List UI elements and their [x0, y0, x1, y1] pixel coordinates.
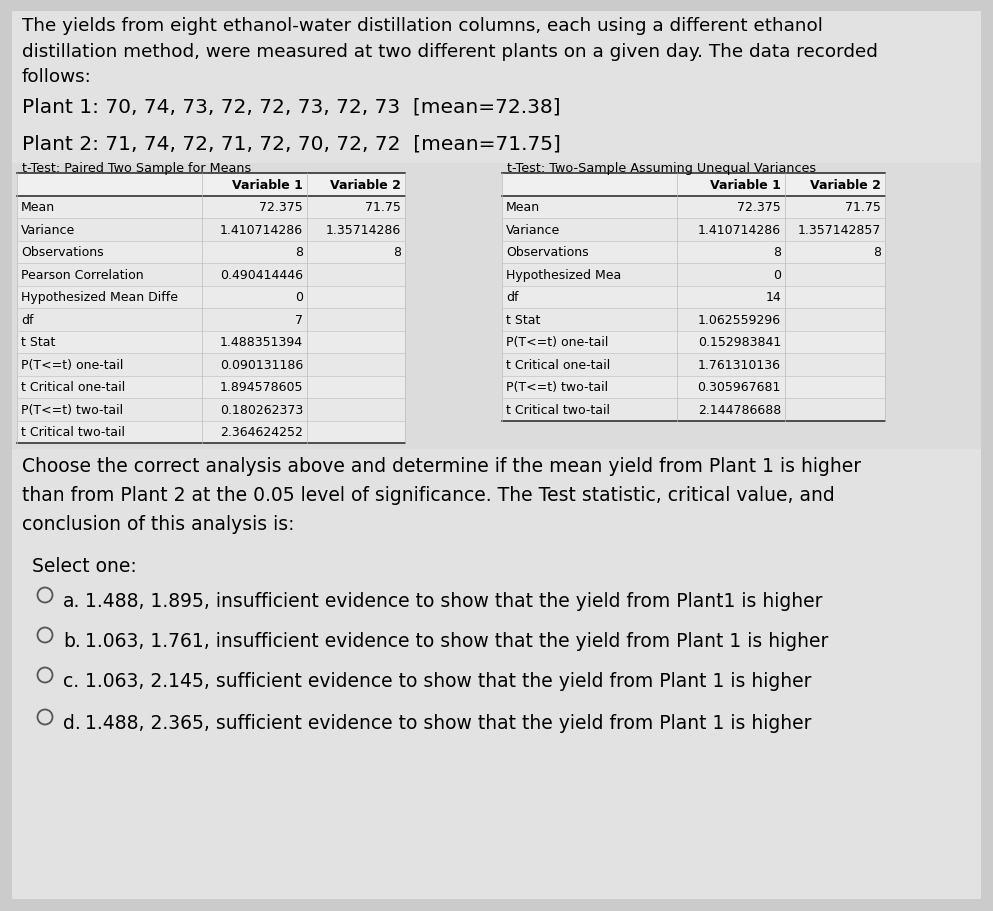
Text: 0: 0: [295, 291, 303, 304]
Text: 71.75: 71.75: [365, 201, 401, 214]
Text: 1.410714286: 1.410714286: [219, 223, 303, 237]
FancyBboxPatch shape: [502, 309, 885, 331]
FancyBboxPatch shape: [17, 286, 405, 309]
Text: t Critical two-tail: t Critical two-tail: [21, 425, 125, 439]
Text: The yields from eight ethanol-water distillation columns, each using a different: The yields from eight ethanol-water dist…: [22, 17, 878, 87]
Text: 1.063, 1.761, insufficient evidence to show that the yield from Plant 1 is highe: 1.063, 1.761, insufficient evidence to s…: [85, 631, 828, 650]
Text: P(T<=t) two-tail: P(T<=t) two-tail: [506, 381, 608, 394]
Text: Variable 2: Variable 2: [810, 179, 881, 191]
Text: 1.488, 2.365, sufficient evidence to show that the yield from Plant 1 is higher: 1.488, 2.365, sufficient evidence to sho…: [85, 713, 811, 732]
Text: Pearson Correlation: Pearson Correlation: [21, 269, 144, 281]
Text: 0.490414446: 0.490414446: [220, 269, 303, 281]
FancyBboxPatch shape: [17, 309, 405, 331]
Text: Observations: Observations: [21, 246, 103, 259]
Text: df: df: [21, 313, 34, 326]
Text: 8: 8: [393, 246, 401, 259]
Text: b.: b.: [63, 631, 80, 650]
FancyBboxPatch shape: [17, 331, 405, 353]
FancyBboxPatch shape: [12, 164, 981, 449]
Text: Plant 2: 71, 74, 72, 71, 72, 70, 72, 72  [mean=71.75]: Plant 2: 71, 74, 72, 71, 72, 70, 72, 72 …: [22, 134, 561, 153]
Text: t Stat: t Stat: [506, 313, 540, 326]
FancyBboxPatch shape: [17, 241, 405, 263]
Text: t Stat: t Stat: [21, 336, 56, 349]
FancyBboxPatch shape: [502, 196, 885, 219]
Text: 1.357142857: 1.357142857: [797, 223, 881, 237]
Text: t Critical two-tail: t Critical two-tail: [506, 404, 610, 416]
Text: 8: 8: [873, 246, 881, 259]
Text: 1.062559296: 1.062559296: [698, 313, 781, 326]
Text: P(T<=t) two-tail: P(T<=t) two-tail: [21, 404, 123, 416]
Text: c.: c.: [63, 671, 79, 691]
FancyBboxPatch shape: [12, 12, 981, 899]
Text: t Critical one-tail: t Critical one-tail: [21, 381, 125, 394]
FancyBboxPatch shape: [502, 399, 885, 421]
FancyBboxPatch shape: [17, 376, 405, 399]
FancyBboxPatch shape: [17, 174, 405, 196]
Text: 14: 14: [766, 291, 781, 304]
FancyBboxPatch shape: [17, 421, 405, 444]
Text: 0.152983841: 0.152983841: [698, 336, 781, 349]
Text: Hypothesized Mea: Hypothesized Mea: [506, 269, 622, 281]
Text: Select one:: Select one:: [32, 557, 137, 576]
Text: Variable 1: Variable 1: [232, 179, 303, 191]
Text: 1.488351394: 1.488351394: [219, 336, 303, 349]
Text: 7: 7: [295, 313, 303, 326]
Text: 1.063, 2.145, sufficient evidence to show that the yield from Plant 1 is higher: 1.063, 2.145, sufficient evidence to sho…: [85, 671, 811, 691]
Text: 1.488, 1.895, insufficient evidence to show that the yield from Plant1 is higher: 1.488, 1.895, insufficient evidence to s…: [85, 591, 822, 610]
Text: Observations: Observations: [506, 246, 589, 259]
FancyBboxPatch shape: [17, 196, 405, 219]
Text: t-Test: Two-Sample Assuming Unequal Variances: t-Test: Two-Sample Assuming Unequal Vari…: [507, 162, 816, 175]
FancyBboxPatch shape: [502, 331, 885, 353]
Text: 8: 8: [295, 246, 303, 259]
Text: 8: 8: [773, 246, 781, 259]
Text: df: df: [506, 291, 518, 304]
Text: Mean: Mean: [506, 201, 540, 214]
Text: 0.305967681: 0.305967681: [698, 381, 781, 394]
FancyBboxPatch shape: [502, 353, 885, 376]
FancyBboxPatch shape: [17, 399, 405, 421]
Text: Plant 1: 70, 74, 73, 72, 72, 73, 72, 73  [mean=72.38]: Plant 1: 70, 74, 73, 72, 72, 73, 72, 73 …: [22, 97, 561, 116]
FancyBboxPatch shape: [502, 219, 885, 241]
Text: 72.375: 72.375: [737, 201, 781, 214]
FancyBboxPatch shape: [17, 263, 405, 286]
Text: Choose the correct analysis above and determine if the mean yield from Plant 1 i: Choose the correct analysis above and de…: [22, 456, 861, 533]
Text: Hypothesized Mean Diffe: Hypothesized Mean Diffe: [21, 291, 178, 304]
FancyBboxPatch shape: [502, 174, 885, 196]
Text: a.: a.: [63, 591, 80, 610]
FancyBboxPatch shape: [17, 353, 405, 376]
FancyBboxPatch shape: [502, 376, 885, 399]
FancyBboxPatch shape: [502, 241, 885, 263]
Text: Variance: Variance: [506, 223, 560, 237]
Text: 1.894578605: 1.894578605: [219, 381, 303, 394]
Text: 0.090131186: 0.090131186: [219, 358, 303, 372]
Text: 72.375: 72.375: [259, 201, 303, 214]
Text: 71.75: 71.75: [845, 201, 881, 214]
Text: Variable 2: Variable 2: [330, 179, 401, 191]
Text: Variable 1: Variable 1: [710, 179, 781, 191]
Text: P(T<=t) one-tail: P(T<=t) one-tail: [506, 336, 609, 349]
Text: 1.35714286: 1.35714286: [326, 223, 401, 237]
Text: 1.761310136: 1.761310136: [698, 358, 781, 372]
Text: t Critical one-tail: t Critical one-tail: [506, 358, 611, 372]
Text: 2.144786688: 2.144786688: [698, 404, 781, 416]
Text: 1.410714286: 1.410714286: [698, 223, 781, 237]
Text: 0: 0: [773, 269, 781, 281]
FancyBboxPatch shape: [17, 219, 405, 241]
FancyBboxPatch shape: [502, 263, 885, 286]
Text: t-Test: Paired Two Sample for Means: t-Test: Paired Two Sample for Means: [22, 162, 251, 175]
FancyBboxPatch shape: [502, 286, 885, 309]
Text: 0.180262373: 0.180262373: [219, 404, 303, 416]
Text: Mean: Mean: [21, 201, 56, 214]
Text: Variance: Variance: [21, 223, 75, 237]
Text: d.: d.: [63, 713, 80, 732]
Text: P(T<=t) one-tail: P(T<=t) one-tail: [21, 358, 123, 372]
Text: 2.364624252: 2.364624252: [220, 425, 303, 439]
